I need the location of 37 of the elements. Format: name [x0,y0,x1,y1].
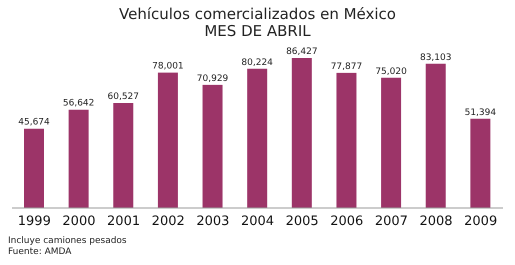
data-label: 56,642 [62,98,94,109]
data-label: 45,674 [18,118,50,128]
x-tick-label: 2002 [152,214,185,230]
x-tick-label: 2001 [107,214,140,230]
data-label: 78,001 [152,62,184,72]
x-tick-label: 2008 [420,214,453,230]
bar [470,118,490,208]
bar [113,102,134,208]
data-label: 77,877 [330,62,362,72]
bar [381,78,402,208]
chart-subtitle: MES DE ABRIL [203,22,312,40]
x-tick-label: 2004 [240,214,274,230]
bar [158,72,178,208]
source-note: Fuente: AMDA [8,247,72,258]
data-label: 60,527 [108,92,140,102]
x-tick-label: 2005 [286,214,319,230]
x-tick-label: 2003 [196,214,230,230]
data-label: 86,427 [286,47,318,57]
data-label: 51,394 [464,108,496,118]
x-tick-label: 2006 [330,214,364,230]
x-tick-label: 1999 [18,214,51,230]
bar [24,128,44,208]
bar [247,68,268,208]
text: Incluye camiones pesados [8,236,128,247]
bar [292,58,312,208]
chart-title: Vehículos comercializados en México [118,5,397,23]
bar [426,64,446,208]
x-tick-label: 2009 [464,214,498,230]
x-tick-label: 2007 [374,214,408,230]
data-label: 75,020 [375,66,408,77]
data-label: 80,224 [241,58,274,68]
bar [68,110,89,208]
data-label: 70,929 [196,74,229,84]
bar [202,84,223,208]
bar [336,72,356,208]
data-label: 83,103 [420,52,452,63]
x-tick-label: 2000 [62,214,96,230]
